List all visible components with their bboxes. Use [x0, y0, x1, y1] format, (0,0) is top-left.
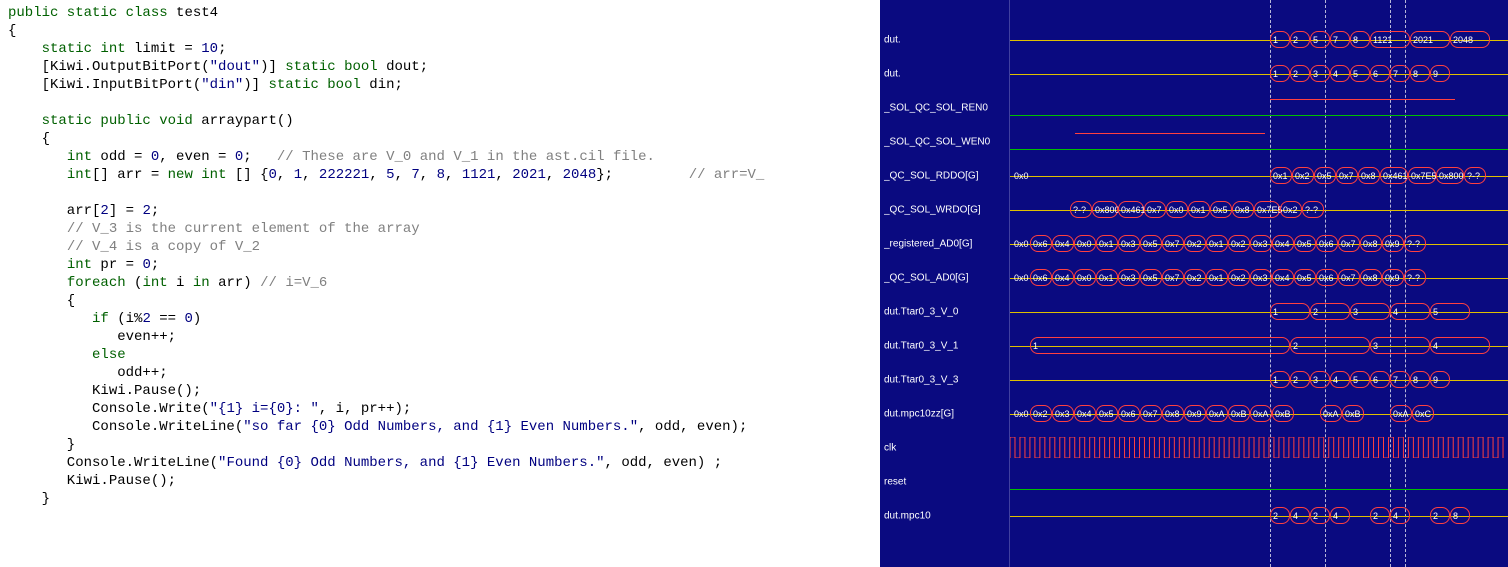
signal-row[interactable]: dut. 123456789 [880, 56, 1508, 91]
signal-wave: 0x00x60x40x00x10x30x50x70x20x10x20x30x40… [1010, 260, 1508, 295]
signal-row[interactable]: dut.Ttar0_3_V_0 12345 [880, 294, 1508, 329]
signal-label: reset [884, 476, 1006, 487]
signal-row[interactable]: dut. 12578112120212048 [880, 22, 1508, 57]
waveform-viewer[interactable]: dut. 12578112120212048 dut. 123456789 _SOL_Q… [880, 0, 1508, 567]
code-editor[interactable]: public static class test4 { static int l… [0, 0, 880, 567]
signal-row[interactable]: dut.mpc10 24242428 [880, 498, 1508, 533]
signal-row[interactable]: _QC_SOL_RDDO[G] 0x00x10x20x50x70x80x4610x… [880, 158, 1508, 193]
signal-wave: 0x00x10x20x50x70x80x4610x7E50x800?-? [1010, 158, 1508, 193]
signal-row[interactable]: _SOL_QC_SOL_WEN0 [880, 124, 1508, 159]
signal-wave [1010, 464, 1508, 499]
signal-label: _QC_SOL_WRDO[G] [884, 204, 1006, 215]
signal-wave [1010, 124, 1508, 159]
signal-label: dut. [884, 68, 1006, 79]
signal-label: _SOL_QC_SOL_REN0 [884, 102, 1006, 113]
signal-row[interactable]: reset [880, 464, 1508, 499]
signal-wave: 0x00x60x40x00x10x30x50x70x20x10x20x30x40… [1010, 226, 1508, 261]
signal-label: dut.Ttar0_3_V_3 [884, 374, 1006, 385]
signal-row[interactable]: _QC_SOL_WRDO[G] ?-?0x8000x4610x70x00x10x5… [880, 192, 1508, 227]
signal-wave [1010, 430, 1508, 465]
signal-wave: 0x00x20x30x40x50x60x70x80x90xA0xB0xA0xB0… [1010, 396, 1508, 431]
signal-label: _SOL_QC_SOL_WEN0 [884, 136, 1006, 147]
signal-row[interactable]: _QC_SOL_AD0[G] 0x00x60x40x00x10x30x50x70x… [880, 260, 1508, 295]
signal-label: dut.Ttar0_3_V_0 [884, 306, 1006, 317]
signal-wave: 12345 [1010, 294, 1508, 329]
signal-wave: ?-?0x8000x4610x70x00x10x50x80x7E50x2?-? [1010, 192, 1508, 227]
signal-row[interactable]: dut.mpc10zz[G] 0x00x20x30x40x50x60x70x80x… [880, 396, 1508, 431]
signal-row[interactable]: clk [880, 430, 1508, 465]
signal-wave: 123456789 [1010, 56, 1508, 91]
signal-row[interactable]: dut.Ttar0_3_V_1 1234 [880, 328, 1508, 363]
signal-wave: 24242428 [1010, 498, 1508, 533]
signal-label: _QC_SOL_AD0[G] [884, 272, 1006, 283]
signal-label: dut. [884, 34, 1006, 45]
signal-label: dut.mpc10 [884, 510, 1006, 521]
signal-label: _registered_AD0[G] [884, 238, 1006, 249]
signal-label: dut.Ttar0_3_V_1 [884, 340, 1006, 351]
signal-wave: 12578112120212048 [1010, 22, 1508, 57]
signal-label: clk [884, 442, 1006, 453]
signal-label: _QC_SOL_RDDO[G] [884, 170, 1006, 181]
signal-row[interactable]: _SOL_QC_SOL_REN0 [880, 90, 1508, 125]
signal-wave: 123456789 [1010, 362, 1508, 397]
signal-wave [1010, 90, 1508, 125]
signal-label: dut.mpc10zz[G] [884, 408, 1006, 419]
signal-row[interactable]: _registered_AD0[G] 0x00x60x40x00x10x30x50… [880, 226, 1508, 261]
signal-row[interactable]: dut.Ttar0_3_V_3 123456789 [880, 362, 1508, 397]
signal-wave: 1234 [1010, 328, 1508, 363]
